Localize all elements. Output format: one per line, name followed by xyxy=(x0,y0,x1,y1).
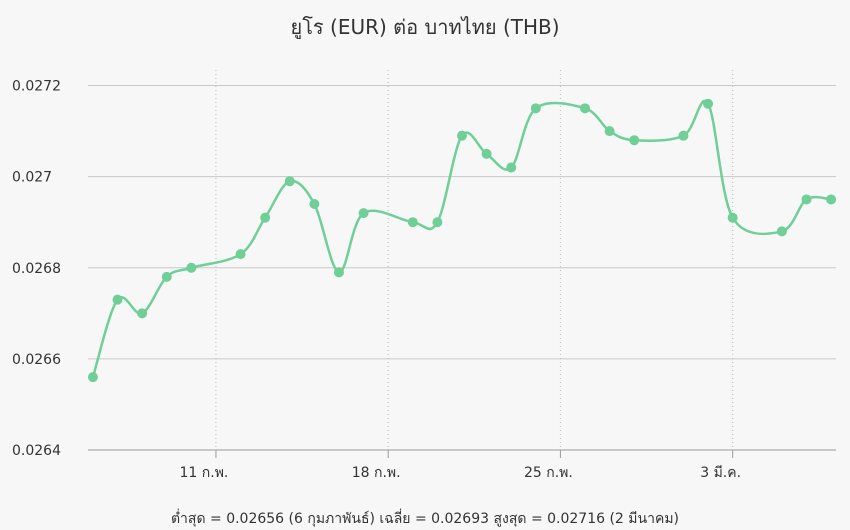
data-point[interactable] xyxy=(161,271,172,282)
data-point[interactable] xyxy=(358,208,369,219)
data-point[interactable] xyxy=(678,130,689,141)
data-point[interactable] xyxy=(432,217,443,228)
data-point[interactable] xyxy=(407,217,418,228)
y-tick-label: 0.0264 xyxy=(12,443,61,459)
data-point[interactable] xyxy=(87,372,98,383)
data-point[interactable] xyxy=(530,103,541,114)
data-point[interactable] xyxy=(826,194,837,205)
data-point[interactable] xyxy=(137,308,148,319)
chart-summary: ต่ำสุด = 0.02656 (6 กุมภาพันธ์) เฉลี่ย =… xyxy=(171,509,679,527)
y-tick-label: 0.0266 xyxy=(12,352,61,368)
x-tick-label: 25 ก.พ. xyxy=(524,465,573,481)
y-tick-label: 0.027 xyxy=(12,170,52,186)
data-point[interactable] xyxy=(580,103,591,114)
axes: 0.0264 0.0266 0.0268 0.027 0.0272 11 ก.พ. 18 ก… xyxy=(12,79,836,481)
data-point[interactable] xyxy=(604,126,615,137)
data-point[interactable] xyxy=(727,212,738,223)
data-point[interactable] xyxy=(309,199,320,209)
data-point[interactable] xyxy=(186,262,197,273)
data-point[interactable] xyxy=(333,267,344,278)
data-point[interactable] xyxy=(629,135,640,146)
chart-title: ยูโร (EUR) ต่อ บาทไทย (THB) xyxy=(290,15,559,40)
data-point[interactable] xyxy=(112,294,123,305)
x-tick-label: 11 ก.พ. xyxy=(180,465,229,481)
data-point[interactable] xyxy=(260,212,271,223)
y-tick-label: 0.0272 xyxy=(12,79,61,95)
series-layer xyxy=(87,98,837,383)
x-tick-label: 18 ก.พ. xyxy=(352,465,401,481)
data-point[interactable] xyxy=(703,98,714,109)
y-tick-label: 0.0268 xyxy=(12,261,61,277)
data-point[interactable] xyxy=(481,148,492,159)
data-point[interactable] xyxy=(457,130,467,141)
data-point[interactable] xyxy=(506,162,517,173)
x-tick-label: 3 มี.ค. xyxy=(700,465,741,481)
data-point[interactable] xyxy=(776,226,787,237)
data-point[interactable] xyxy=(284,176,295,187)
data-point[interactable] xyxy=(801,194,812,205)
data-point[interactable] xyxy=(235,249,246,260)
